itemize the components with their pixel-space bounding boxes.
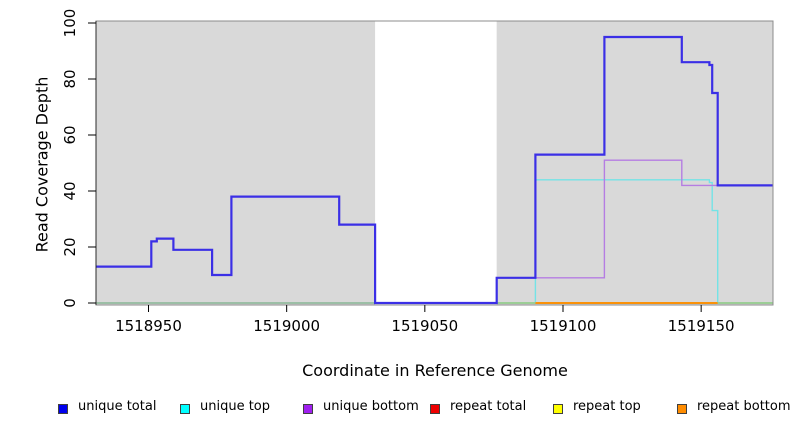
y-axis-title: Read Coverage Depth <box>32 76 52 253</box>
legend-label: repeat top <box>573 399 641 414</box>
x-tick-label: 1519000 <box>253 317 321 335</box>
x-tick-label: 1519050 <box>391 317 459 335</box>
legend-label: repeat bottom <box>697 399 791 414</box>
legend-swatch-icon <box>180 404 190 414</box>
legend-label: unique top <box>200 399 271 414</box>
y-tick-label: 100 <box>61 8 79 38</box>
legend-swatch-icon <box>58 404 68 414</box>
series-line-unique-total <box>96 35 773 305</box>
x-tick-label: 1518950 <box>115 317 182 335</box>
legend: unique total unique top unique bottom repea… <box>0 398 792 424</box>
legend-swatch-icon <box>430 404 440 414</box>
x-axis-title: Coordinate in Reference Genome <box>302 361 568 380</box>
repeat-region-band <box>375 21 497 305</box>
legend-swatch-icon <box>303 404 313 414</box>
y-tick-label: 20 <box>61 237 79 257</box>
legend-label: unique total <box>78 399 157 414</box>
y-tick-label: 0 <box>61 298 79 308</box>
legend-label: repeat total <box>450 399 527 414</box>
legend-swatch-icon <box>553 404 563 414</box>
legend-swatch-icon <box>677 404 687 414</box>
x-tick-label: 1519150 <box>667 317 735 335</box>
y-tick-label: 60 <box>61 125 79 145</box>
legend-label: unique bottom <box>323 399 419 414</box>
x-tick-label: 1519100 <box>529 317 597 335</box>
y-tick-label: 40 <box>61 181 79 201</box>
y-tick-label: 80 <box>61 69 79 89</box>
